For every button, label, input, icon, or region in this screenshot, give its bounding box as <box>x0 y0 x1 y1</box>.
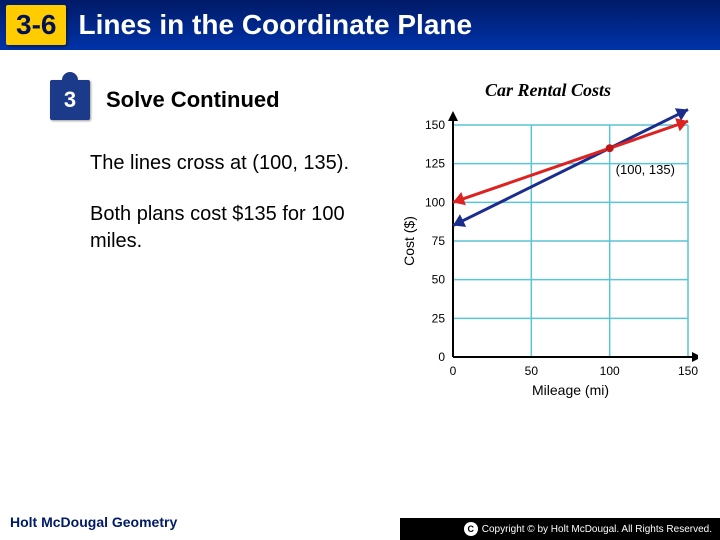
svg-text:0: 0 <box>450 364 457 378</box>
chart-container: Car Rental Costs 0 50 100 150 0 25 50 75 100 125 1… <box>398 80 698 407</box>
footer-right: C Copyright © by Holt McDougal. All Righ… <box>400 518 720 540</box>
step-label: Solve Continued <box>106 87 280 113</box>
header-bar: 3-6 Lines in the Coordinate Plane <box>0 0 720 50</box>
svg-text:150: 150 <box>678 364 698 378</box>
paragraph-2: Both plans cost $135 for 100 miles. <box>90 201 360 255</box>
svg-text:50: 50 <box>432 273 446 287</box>
chart-svg: 0 50 100 150 0 25 50 75 100 125 150 Mileage (mi) Cos… <box>398 107 698 407</box>
svg-text:25: 25 <box>432 311 446 325</box>
step-number-puzzle-icon: 3 <box>50 80 90 120</box>
svg-text:0: 0 <box>438 350 445 364</box>
footer-left: Holt McDougal Geometry <box>10 514 177 530</box>
section-number-box: 3-6 <box>6 5 66 45</box>
paragraph-1: The lines cross at (100, 135). <box>90 150 360 177</box>
svg-text:Mileage (mi): Mileage (mi) <box>532 382 609 398</box>
copyright-prefix: Copyright © <box>482 524 535 535</box>
chart-title: Car Rental Costs <box>398 80 698 101</box>
svg-text:125: 125 <box>425 157 445 171</box>
svg-text:(100, 135): (100, 135) <box>616 162 675 177</box>
svg-text:75: 75 <box>432 234 446 248</box>
svg-text:150: 150 <box>425 118 445 132</box>
content-area: 3 Solve Continued The lines cross at (10… <box>0 50 720 510</box>
header-title: Lines in the Coordinate Plane <box>78 9 472 41</box>
copyright-icon: C <box>464 522 478 536</box>
svg-text:100: 100 <box>600 364 620 378</box>
copyright-text: by Holt McDougal. All Rights Reserved. <box>537 524 712 535</box>
svg-text:Cost ($): Cost ($) <box>401 216 417 266</box>
svg-text:50: 50 <box>525 364 539 378</box>
svg-text:100: 100 <box>425 195 445 209</box>
